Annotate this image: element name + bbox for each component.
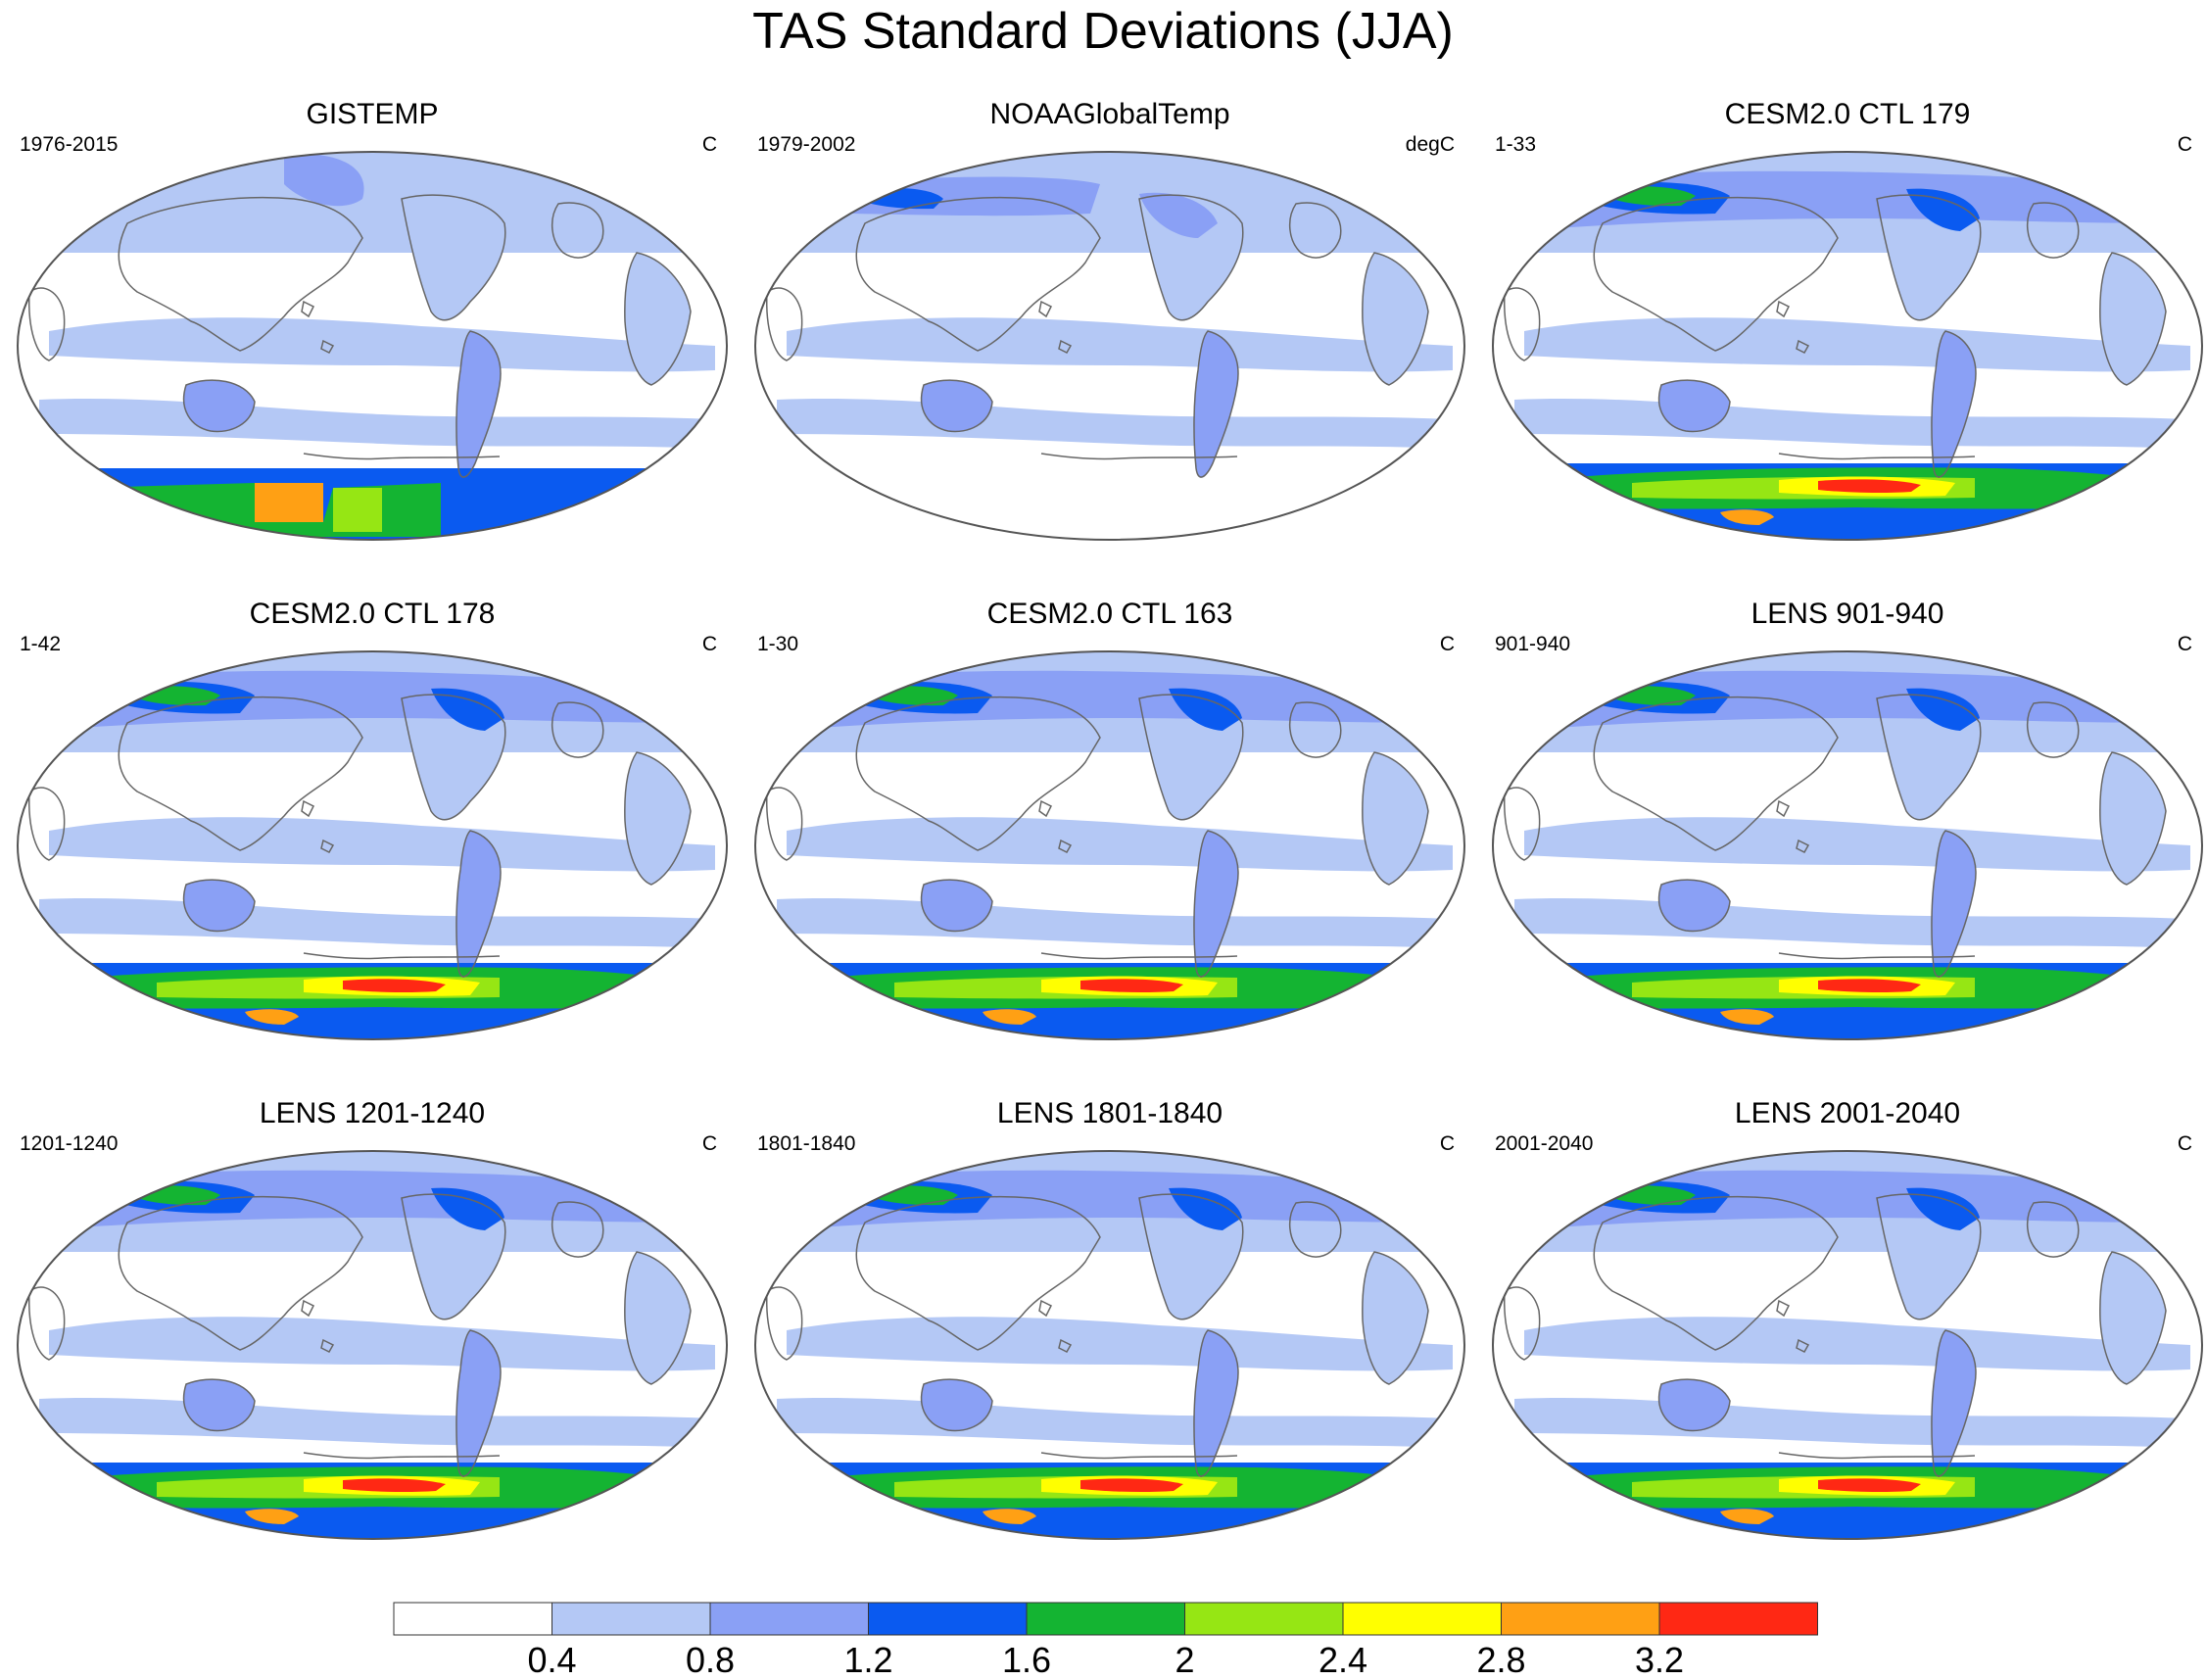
map-panel: NOAAGlobalTemp 1979-2002 degC: [747, 98, 1472, 568]
map-panel: CESM2.0 CTL 163 1-30 C: [747, 598, 1472, 1068]
colorbar-swatch: [393, 1602, 552, 1636]
panel-units-label: C: [701, 1132, 717, 1155]
panel-title: NOAAGlobalTemp: [989, 98, 1230, 130]
panel-units-label: C: [2177, 633, 2192, 655]
colorbar-swatch: [1026, 1602, 1185, 1636]
world-map: [754, 151, 1465, 541]
panel-units-label: C: [2177, 133, 2192, 156]
world-map: [754, 650, 1465, 1040]
map-panel: LENS 901-940 901-940 C: [1485, 598, 2206, 1068]
panel-period-label: 2001-2040: [1495, 1132, 1594, 1155]
world-map: [17, 650, 728, 1040]
panel-title: CESM2.0 CTL 179: [1724, 98, 1971, 130]
panel-period-label: 1801-1840: [757, 1132, 856, 1155]
colorbar-label: 1.2: [843, 1640, 892, 1680]
colorbar-swatch: [1501, 1602, 1660, 1636]
panel-units-label: C: [701, 133, 717, 156]
panel-title: LENS 1201-1240: [259, 1097, 486, 1129]
map-panel: CESM2.0 CTL 179 1-33 C: [1485, 98, 2206, 568]
world-map: [1492, 1150, 2203, 1540]
colorbar-swatch: [1184, 1602, 1344, 1636]
panel-period-label: 1979-2002: [757, 133, 856, 156]
map-panel: CESM2.0 CTL 178 1-42 C: [10, 598, 735, 1068]
panel-units-label: C: [1439, 1132, 1455, 1155]
panel-title: CESM2.0 CTL 163: [986, 598, 1233, 630]
map-panel: LENS 1201-1240 1201-1240 C: [10, 1097, 735, 1567]
panel-title: LENS 901-940: [1750, 598, 1944, 630]
world-map: [17, 1150, 728, 1540]
map-panel: LENS 1801-1840 1801-1840 C: [747, 1097, 1472, 1567]
colorbar-swatch: [709, 1602, 869, 1636]
panel-period-label: 1201-1240: [20, 1132, 119, 1155]
panel-title: GISTEMP: [306, 98, 439, 130]
colorbar-swatch: [1342, 1602, 1502, 1636]
colorbar-swatch: [1658, 1602, 1818, 1636]
panel-period-label: 1-33: [1495, 133, 1537, 156]
panel-title: CESM2.0 CTL 178: [249, 598, 496, 630]
map-panel: LENS 2001-2040 2001-2040 C: [1485, 1097, 2206, 1567]
panel-units-label: C: [2177, 1132, 2192, 1155]
world-map: [1492, 151, 2203, 541]
panel-period-label: 1-42: [20, 633, 62, 655]
panel-units-label: C: [1439, 633, 1455, 655]
panel-units-label: C: [701, 633, 717, 655]
colorbar-label: 2: [1175, 1640, 1194, 1680]
panel-title: LENS 1801-1840: [996, 1097, 1223, 1129]
map-panel: GISTEMP 1976-2015 C: [10, 98, 735, 568]
world-map: [1492, 650, 2203, 1040]
world-map: [754, 1150, 1465, 1540]
panel-title: LENS 2001-2040: [1734, 1097, 1961, 1129]
colorbar-label: 2.4: [1319, 1640, 1367, 1680]
panel-period-label: 1976-2015: [20, 133, 119, 156]
figure-title: TAS Standard Deviations (JJA): [752, 3, 1454, 60]
colorbar-swatch: [552, 1602, 711, 1636]
panel-period-label: 1-30: [757, 633, 799, 655]
colorbar-label: 3.2: [1635, 1640, 1684, 1680]
world-map: [17, 151, 728, 541]
panel-period-label: 901-940: [1495, 633, 1571, 655]
colorbar-label: 0.4: [527, 1640, 576, 1680]
colorbar-swatch: [868, 1602, 1028, 1636]
panel-units-label: degC: [1405, 133, 1455, 156]
colorbar-label: 2.8: [1476, 1640, 1525, 1680]
colorbar-label: 1.6: [1002, 1640, 1051, 1680]
colorbar-label: 0.8: [686, 1640, 735, 1680]
